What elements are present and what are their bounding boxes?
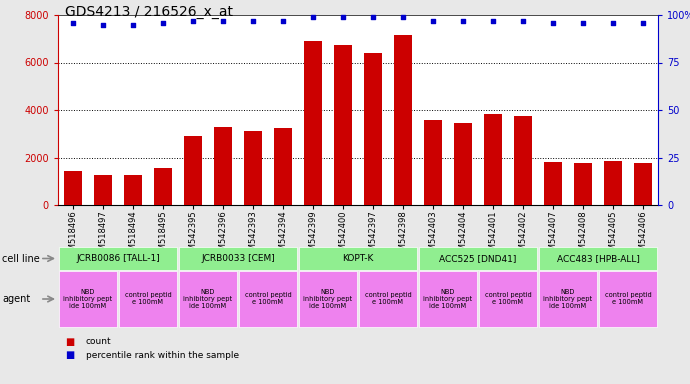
Bar	[604, 161, 622, 205]
Point	[518, 18, 529, 24]
Text: control peptid
e 100mM: control peptid e 100mM	[364, 293, 411, 306]
Text: count: count	[86, 338, 111, 346]
Point	[277, 18, 288, 24]
Bar	[424, 119, 442, 205]
Bar	[484, 114, 502, 205]
Bar	[574, 164, 592, 205]
Text: ACC483 [HPB-ALL]: ACC483 [HPB-ALL]	[557, 254, 640, 263]
Bar	[244, 131, 262, 205]
Text: control peptid
e 100mM: control peptid e 100mM	[245, 293, 291, 306]
Point	[97, 22, 108, 28]
Point	[188, 18, 199, 24]
Point	[607, 20, 618, 26]
Text: control peptid
e 100mM: control peptid e 100mM	[484, 293, 531, 306]
Point	[368, 14, 379, 20]
Text: JCRB0033 [CEM]: JCRB0033 [CEM]	[201, 254, 275, 263]
Point	[308, 14, 319, 20]
Text: ACC525 [DND41]: ACC525 [DND41]	[440, 254, 517, 263]
Bar	[634, 164, 652, 205]
Point	[547, 20, 558, 26]
Point	[217, 18, 228, 24]
Bar	[274, 128, 292, 205]
Bar	[184, 136, 202, 205]
Bar	[364, 53, 382, 205]
Point	[457, 18, 469, 24]
Point	[397, 14, 408, 20]
Bar	[544, 162, 562, 205]
Point	[128, 22, 139, 28]
Point	[157, 20, 168, 26]
Point	[248, 18, 259, 24]
Bar	[394, 35, 412, 205]
Text: ■: ■	[65, 350, 74, 360]
Text: NBD
inhibitory pept
ide 100mM: NBD inhibitory pept ide 100mM	[184, 289, 233, 309]
Text: percentile rank within the sample: percentile rank within the sample	[86, 351, 239, 359]
Text: NBD
inhibitory pept
ide 100mM: NBD inhibitory pept ide 100mM	[544, 289, 593, 309]
Text: GDS4213 / 216526_x_at: GDS4213 / 216526_x_at	[65, 5, 233, 19]
Bar	[454, 123, 472, 205]
Text: cell line: cell line	[2, 253, 40, 263]
Bar	[514, 116, 532, 205]
Point	[578, 20, 589, 26]
Text: control peptid
e 100mM: control peptid e 100mM	[125, 293, 171, 306]
Point	[428, 18, 439, 24]
Text: control peptid
e 100mM: control peptid e 100mM	[604, 293, 651, 306]
Text: KOPT-K: KOPT-K	[342, 254, 374, 263]
Text: NBD
inhibitory pept
ide 100mM: NBD inhibitory pept ide 100mM	[424, 289, 473, 309]
Point	[68, 20, 79, 26]
Point	[638, 20, 649, 26]
Text: NBD
inhibitory pept
ide 100mM: NBD inhibitory pept ide 100mM	[63, 289, 112, 309]
Point	[337, 14, 348, 20]
Text: ■: ■	[65, 337, 74, 347]
Text: JCRB0086 [TALL-1]: JCRB0086 [TALL-1]	[76, 254, 160, 263]
Bar	[334, 45, 352, 205]
Text: agent: agent	[2, 294, 30, 304]
Bar	[154, 168, 172, 205]
Bar	[124, 175, 142, 205]
Point	[487, 18, 498, 24]
Bar	[94, 175, 112, 205]
Text: NBD
inhibitory pept
ide 100mM: NBD inhibitory pept ide 100mM	[304, 289, 353, 309]
Bar	[64, 170, 82, 205]
Bar	[304, 41, 322, 205]
Bar	[214, 127, 232, 205]
